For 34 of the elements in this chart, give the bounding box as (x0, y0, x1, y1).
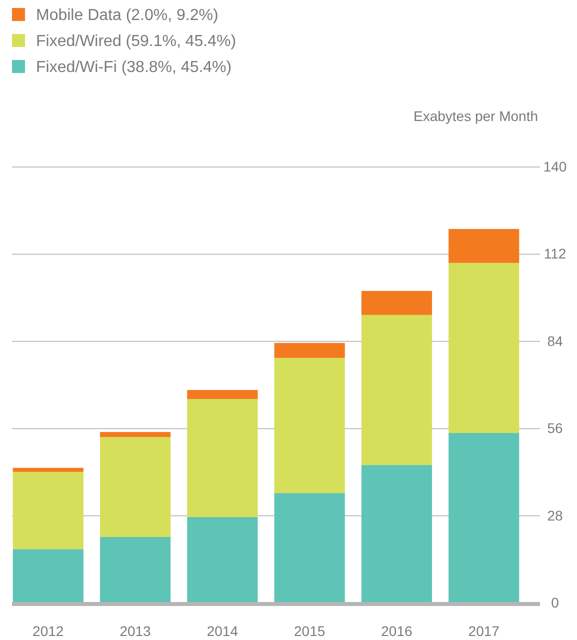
y-axis-title: Exabytes per Month (413, 108, 538, 124)
bar (187, 517, 258, 603)
bar (274, 342, 345, 358)
y-tick-label: 0 (551, 594, 560, 610)
bar (187, 399, 258, 518)
bar (100, 536, 171, 603)
bar (448, 262, 520, 433)
legend-label: Fixed/Wi-Fi (38.8%, 45.4%) (36, 59, 232, 76)
bar (12, 468, 84, 472)
bar (12, 549, 84, 603)
bar (274, 358, 345, 494)
legend-label: Mobile Data (2.0%, 9.2%) (36, 7, 218, 24)
y-tick-label: 56 (547, 420, 563, 436)
bar (187, 390, 258, 400)
x-tick-label: 2014 (206, 622, 238, 639)
y-tick-label: 28 (547, 507, 563, 524)
y-tick-label: 112 (544, 246, 566, 262)
bar (274, 493, 345, 603)
bar (361, 290, 432, 315)
x-tick-label: 2015 (294, 622, 326, 639)
x-tick-label: 2012 (32, 622, 64, 639)
bar (361, 314, 432, 466)
bar (361, 465, 432, 603)
bar (100, 432, 171, 438)
bar (448, 228, 520, 263)
bar (12, 472, 84, 550)
bar (100, 437, 171, 537)
bar (448, 432, 520, 603)
legend-label: Fixed/Wired (59.1%, 45.4%) (36, 33, 236, 50)
x-tick-label: 2013 (120, 622, 152, 639)
y-tick-label: 84 (547, 332, 563, 349)
x-tick-label: 2016 (381, 622, 412, 639)
y-tick-label: 140 (543, 158, 567, 174)
x-tick-label: 2017 (468, 622, 500, 639)
